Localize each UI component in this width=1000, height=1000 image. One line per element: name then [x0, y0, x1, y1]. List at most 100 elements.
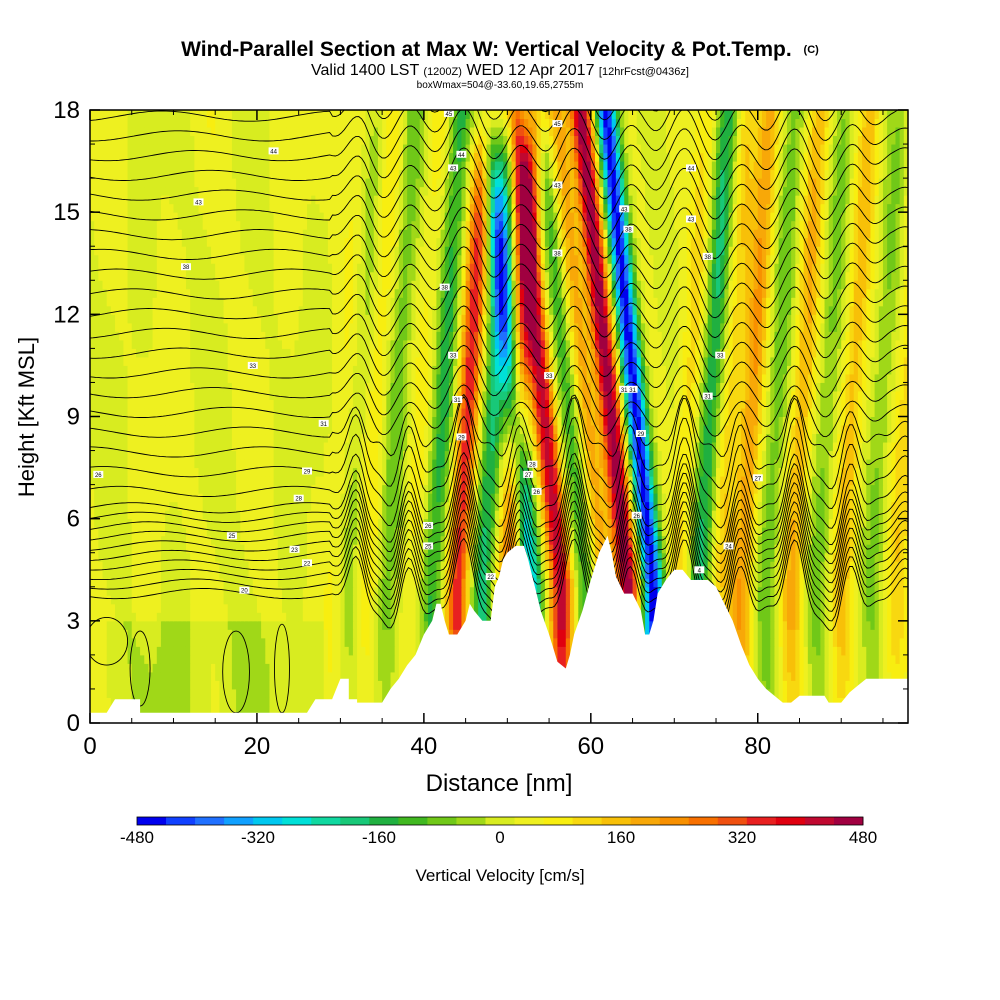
velocity-cell — [812, 629, 817, 639]
velocity-cell — [194, 501, 200, 511]
velocity-cell — [190, 620, 195, 630]
velocity-cell — [803, 586, 809, 596]
velocity-cell — [837, 688, 842, 698]
velocity-cell — [348, 680, 354, 690]
velocity-cell — [386, 671, 391, 681]
velocity-cell — [828, 569, 834, 579]
velocity-cell — [887, 629, 892, 639]
velocity-cell — [674, 544, 679, 554]
velocity-cell — [315, 535, 321, 545]
velocity-cell — [302, 612, 308, 622]
velocity-cell — [536, 544, 542, 554]
velocity-cell — [473, 569, 479, 579]
velocity-cell — [357, 552, 362, 562]
velocity-cell — [123, 671, 129, 681]
velocity-cell — [244, 697, 250, 707]
velocity-cell — [307, 510, 312, 520]
velocity-cell — [277, 595, 283, 605]
velocity-cell — [553, 527, 558, 537]
velocity-cell — [323, 561, 329, 571]
velocity-cell — [749, 586, 755, 596]
velocity-cell — [569, 552, 575, 562]
velocity-cell — [423, 595, 429, 605]
velocity-cell — [507, 535, 513, 545]
velocity-cell — [256, 620, 262, 630]
velocity-cell — [745, 544, 750, 554]
velocity-cell — [407, 569, 412, 579]
velocity-cell — [244, 620, 250, 630]
velocity-cell — [261, 663, 266, 673]
velocity-cell — [632, 569, 638, 579]
velocity-cell — [198, 663, 204, 673]
velocity-cell — [816, 535, 821, 545]
velocity-cell — [169, 671, 174, 681]
velocity-cell — [444, 518, 450, 528]
velocity-cell — [177, 680, 183, 690]
velocity-cell — [165, 569, 170, 579]
velocity-cell — [761, 544, 767, 554]
velocity-cell — [361, 561, 366, 571]
velocity-cell — [194, 663, 200, 673]
velocity-cell — [436, 552, 442, 562]
velocity-cell — [177, 578, 183, 588]
velocity-cell — [895, 544, 901, 554]
velocity-cell — [766, 510, 771, 520]
velocity-cell — [436, 561, 442, 571]
velocity-cell — [144, 697, 149, 707]
velocity-cell — [816, 552, 821, 562]
velocity-cell — [294, 569, 300, 579]
velocity-cell — [870, 569, 876, 579]
velocity-cell — [407, 654, 412, 664]
velocity-cell — [453, 535, 458, 545]
velocity-cell — [799, 561, 805, 571]
velocity-cell — [795, 603, 800, 613]
velocity-cell — [549, 578, 554, 588]
velocity-cell — [745, 595, 750, 605]
velocity-cell — [403, 544, 408, 554]
velocity-cell — [373, 629, 379, 639]
velocity-cell — [490, 561, 496, 571]
velocity-cell — [148, 501, 154, 511]
velocity-cell — [899, 535, 905, 545]
velocity-cell — [761, 671, 767, 681]
velocity-cell — [544, 612, 550, 622]
velocity-cell — [190, 544, 195, 554]
velocity-cell — [286, 501, 291, 511]
velocity-cell — [778, 663, 784, 673]
velocity-cell — [816, 620, 821, 630]
velocity-cell — [753, 612, 759, 622]
velocity-cell — [102, 535, 108, 545]
velocity-cell — [219, 578, 225, 588]
velocity-cell — [277, 510, 283, 520]
velocity-cell — [665, 544, 671, 554]
velocity-cell — [741, 535, 746, 545]
velocity-cell — [377, 569, 383, 579]
velocity-cell — [816, 680, 821, 690]
velocity-cell — [110, 646, 116, 656]
velocity-cell — [219, 586, 225, 596]
velocity-cell — [899, 578, 905, 588]
velocity-cell — [857, 603, 863, 613]
velocity-cell — [223, 603, 229, 613]
velocity-cell — [891, 671, 896, 681]
velocity-cell — [640, 518, 646, 528]
velocity-cell — [828, 510, 834, 520]
velocity-cell — [290, 595, 295, 605]
velocity-cell — [190, 578, 195, 588]
velocity-cell — [866, 527, 871, 537]
velocity-cell — [240, 697, 245, 707]
velocity-cell — [398, 612, 404, 622]
velocity-cell — [845, 688, 851, 698]
velocity-cell — [812, 663, 817, 673]
velocity-cell — [870, 637, 876, 647]
velocity-cell — [432, 527, 437, 537]
velocity-cell — [256, 578, 262, 588]
velocity-cell — [373, 646, 379, 656]
velocity-cell — [177, 646, 183, 656]
velocity-cell — [115, 595, 120, 605]
velocity-cell — [135, 680, 141, 690]
velocity-cell — [140, 578, 145, 588]
velocity-cell — [678, 518, 684, 528]
velocity-cell — [223, 663, 229, 673]
velocity-cell — [115, 671, 120, 681]
